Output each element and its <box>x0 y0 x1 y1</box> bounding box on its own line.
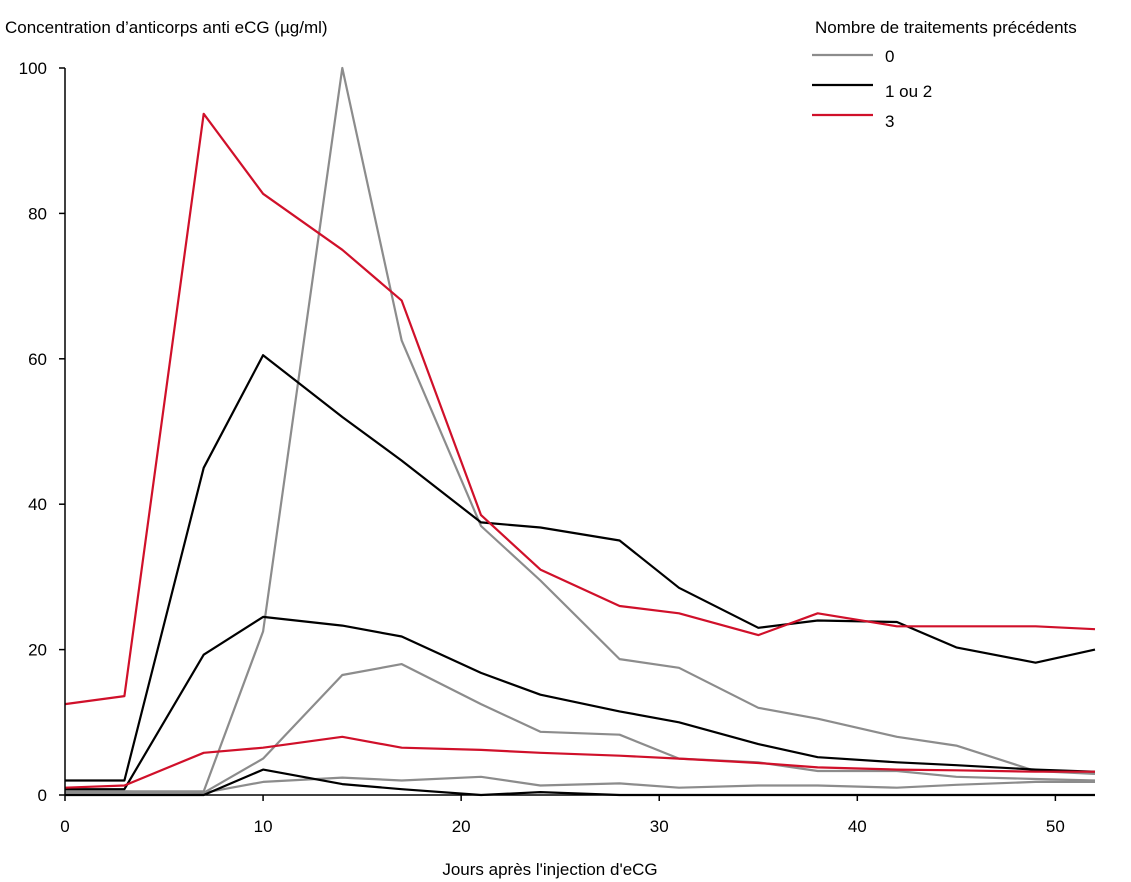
series-line-group-0-2 <box>65 775 1095 794</box>
series-layer <box>64 66 1096 797</box>
legend-label: 1 ou 2 <box>885 82 932 101</box>
y-axis-title: Concentration d’anticorps anti eCG (µg/m… <box>5 18 328 37</box>
legend: Nombre de traitements précédents 0 1 ou 2… <box>812 18 1077 131</box>
legend-title: Nombre de traitements précédents <box>815 18 1077 37</box>
legend-entries: 0 1 ou 2 3 <box>812 47 932 131</box>
x-tick-label: 20 <box>452 817 471 836</box>
x-axis-title: Jours après l'injection d'eCG <box>442 860 657 879</box>
x-tick-label: 0 <box>60 817 69 836</box>
legend-label: 3 <box>885 112 894 131</box>
y-tick-label: 20 <box>28 641 47 660</box>
y-tick-label: 100 <box>19 59 47 78</box>
series-line-group-0-0 <box>65 66 1096 793</box>
y-tick-label: 60 <box>28 350 47 369</box>
series-line-group-3-6 <box>64 112 1096 706</box>
plot-area: 0 10 20 30 40 50 0 20 40 60 80 100 <box>19 59 1096 836</box>
axes-layer <box>64 68 1095 796</box>
y-tick-label: 0 <box>38 786 47 805</box>
ticks-layer: 0 10 20 30 40 50 0 20 40 60 80 100 <box>19 59 1065 836</box>
y-tick-label: 40 <box>28 495 47 514</box>
x-tick-label: 30 <box>650 817 669 836</box>
series-line-group-3-7 <box>64 735 1095 789</box>
legend-label: 0 <box>885 47 894 66</box>
series-line-group-1-ou-2-4 <box>65 615 1096 791</box>
x-tick-label: 50 <box>1046 817 1065 836</box>
x-tick-label: 40 <box>848 817 867 836</box>
series-line-group-1-ou-2-3 <box>65 354 1096 782</box>
series-line-group-1-ou-2-5 <box>65 768 1095 797</box>
y-tick-label: 80 <box>28 204 47 223</box>
x-tick-label: 10 <box>254 817 273 836</box>
series-line-group-0-1 <box>65 662 1096 794</box>
